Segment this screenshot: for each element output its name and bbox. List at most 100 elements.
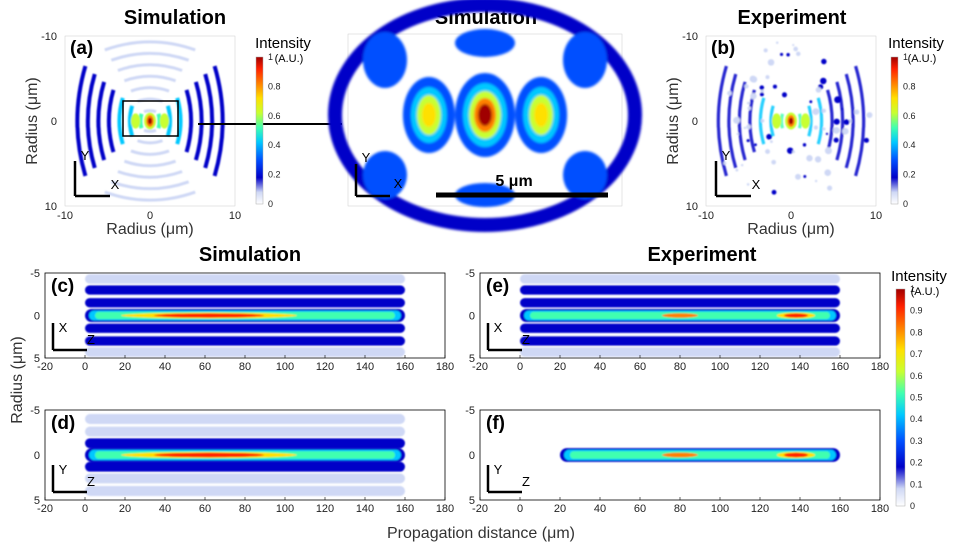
x-tick-label: 100 bbox=[711, 361, 729, 373]
colorbar-tick: 0.8 bbox=[910, 327, 923, 337]
colorbar-tick: 1 bbox=[268, 52, 273, 62]
speckle bbox=[776, 42, 778, 44]
y-tick-label: 0 bbox=[469, 311, 475, 323]
speckle bbox=[747, 102, 750, 105]
speckle bbox=[820, 78, 826, 84]
panel-e: -20 0 20 40 60 80 100 120 140 160 180-505(e)XZ bbox=[465, 268, 889, 373]
colorbar-tick: 0 bbox=[903, 199, 908, 209]
band-peak bbox=[154, 313, 264, 317]
scale-bar-label: 5 μm bbox=[495, 173, 532, 190]
dir-label-vert: Y bbox=[494, 462, 503, 477]
band-hot2 bbox=[662, 453, 698, 458]
speckle bbox=[733, 117, 740, 124]
x-tick: -10 bbox=[698, 210, 714, 222]
panel-label-a: (a) bbox=[70, 38, 93, 59]
speckle bbox=[844, 119, 850, 125]
x-tick-label: 160 bbox=[831, 503, 849, 515]
panel-d: -20 0 20 40 60 80 100 120 140 160 180 -5 0 5 (d) Y Z bbox=[30, 405, 454, 515]
x-tick-label: 100 bbox=[276, 503, 294, 515]
band-mid bbox=[524, 299, 836, 306]
speckle bbox=[854, 110, 859, 115]
x-tick-label: 40 bbox=[594, 503, 606, 515]
speckle bbox=[766, 134, 772, 140]
bands bbox=[520, 274, 840, 356]
speckle bbox=[764, 48, 768, 52]
speckle bbox=[735, 169, 738, 172]
speckle bbox=[833, 127, 840, 134]
band-outer bbox=[520, 285, 840, 294]
colorbar-tick: 0.2 bbox=[268, 170, 281, 180]
y-tick: 0 bbox=[51, 116, 57, 128]
y-tick-label: -5 bbox=[30, 268, 40, 280]
speckle bbox=[754, 143, 757, 146]
y-tick: -10 bbox=[682, 31, 698, 43]
speckle bbox=[823, 128, 826, 131]
y-tick-label: 0 bbox=[469, 450, 475, 462]
x-tick-label: 0 bbox=[82, 503, 88, 515]
x-tick-label: 120 bbox=[316, 361, 334, 373]
band-hot2 bbox=[662, 313, 698, 318]
x-tick-label: 0 bbox=[517, 503, 523, 515]
speckle bbox=[765, 75, 769, 79]
colorbar-title: Intensity bbox=[255, 35, 311, 52]
x-tick-label: 160 bbox=[831, 361, 849, 373]
x-tick-label: 80 bbox=[674, 361, 686, 373]
ring-arc-faint bbox=[144, 111, 156, 112]
x-tick-label: 80 bbox=[239, 503, 251, 515]
speckle bbox=[750, 76, 757, 83]
ring-arc bbox=[781, 114, 782, 128]
speckle bbox=[747, 139, 750, 142]
band-outer bbox=[85, 414, 405, 424]
speckle bbox=[780, 53, 783, 56]
x-tick-label: 20 bbox=[119, 503, 131, 515]
speckle bbox=[786, 53, 789, 56]
y-tick-label: -5 bbox=[30, 405, 40, 417]
speckle bbox=[826, 133, 828, 135]
band-peak bbox=[784, 313, 808, 317]
speckle bbox=[792, 44, 794, 46]
speckle bbox=[834, 96, 841, 103]
x-tick-label: 160 bbox=[396, 361, 414, 373]
panel-label: (d) bbox=[51, 413, 75, 434]
x-tick-label: 140 bbox=[356, 361, 374, 373]
speckle bbox=[787, 147, 793, 153]
speckle bbox=[772, 190, 777, 195]
header-bot-right: Experiment bbox=[648, 244, 757, 266]
y-direction-label: Y bbox=[722, 148, 731, 163]
bands bbox=[560, 448, 840, 462]
band-mid bbox=[89, 463, 401, 470]
x-direction-label: X bbox=[752, 177, 761, 192]
speckle bbox=[834, 119, 840, 125]
x-tick-label: 40 bbox=[594, 361, 606, 373]
panel-label: (f) bbox=[486, 413, 505, 434]
colorbar-tick: 0.7 bbox=[910, 349, 923, 359]
x-tick-label: 180 bbox=[436, 361, 454, 373]
y-direction-label: Y bbox=[81, 148, 90, 163]
x-tick: -10 bbox=[57, 210, 73, 222]
y-tick: 10 bbox=[686, 201, 698, 213]
colorbar-title: Intensity bbox=[891, 268, 947, 285]
speckle bbox=[737, 133, 739, 135]
central-peak bbox=[789, 118, 793, 125]
x-tick-label: 140 bbox=[791, 503, 809, 515]
speckle bbox=[816, 87, 822, 93]
x-tick-label: 20 bbox=[554, 503, 566, 515]
x-tick-label: 40 bbox=[159, 361, 171, 373]
colorbar-tick: 0.3 bbox=[910, 436, 923, 446]
speckle bbox=[814, 126, 818, 130]
colorbar-tick: 0.6 bbox=[903, 111, 916, 121]
speckle bbox=[867, 112, 873, 118]
y-tick-label: -5 bbox=[465, 268, 475, 280]
bands bbox=[85, 274, 405, 356]
speckle bbox=[773, 85, 777, 89]
band-outer bbox=[85, 285, 405, 294]
zoom-top-lobe bbox=[455, 29, 515, 57]
colorbar-tick: 0.8 bbox=[903, 81, 916, 91]
y-tick-label: 5 bbox=[34, 495, 40, 507]
x-tick-label: 60 bbox=[199, 361, 211, 373]
speckle bbox=[864, 138, 869, 143]
x-axis-label: Radius (μm) bbox=[106, 221, 193, 238]
x-tick-label: 140 bbox=[356, 503, 374, 515]
header-bot-left: Simulation bbox=[199, 244, 301, 266]
